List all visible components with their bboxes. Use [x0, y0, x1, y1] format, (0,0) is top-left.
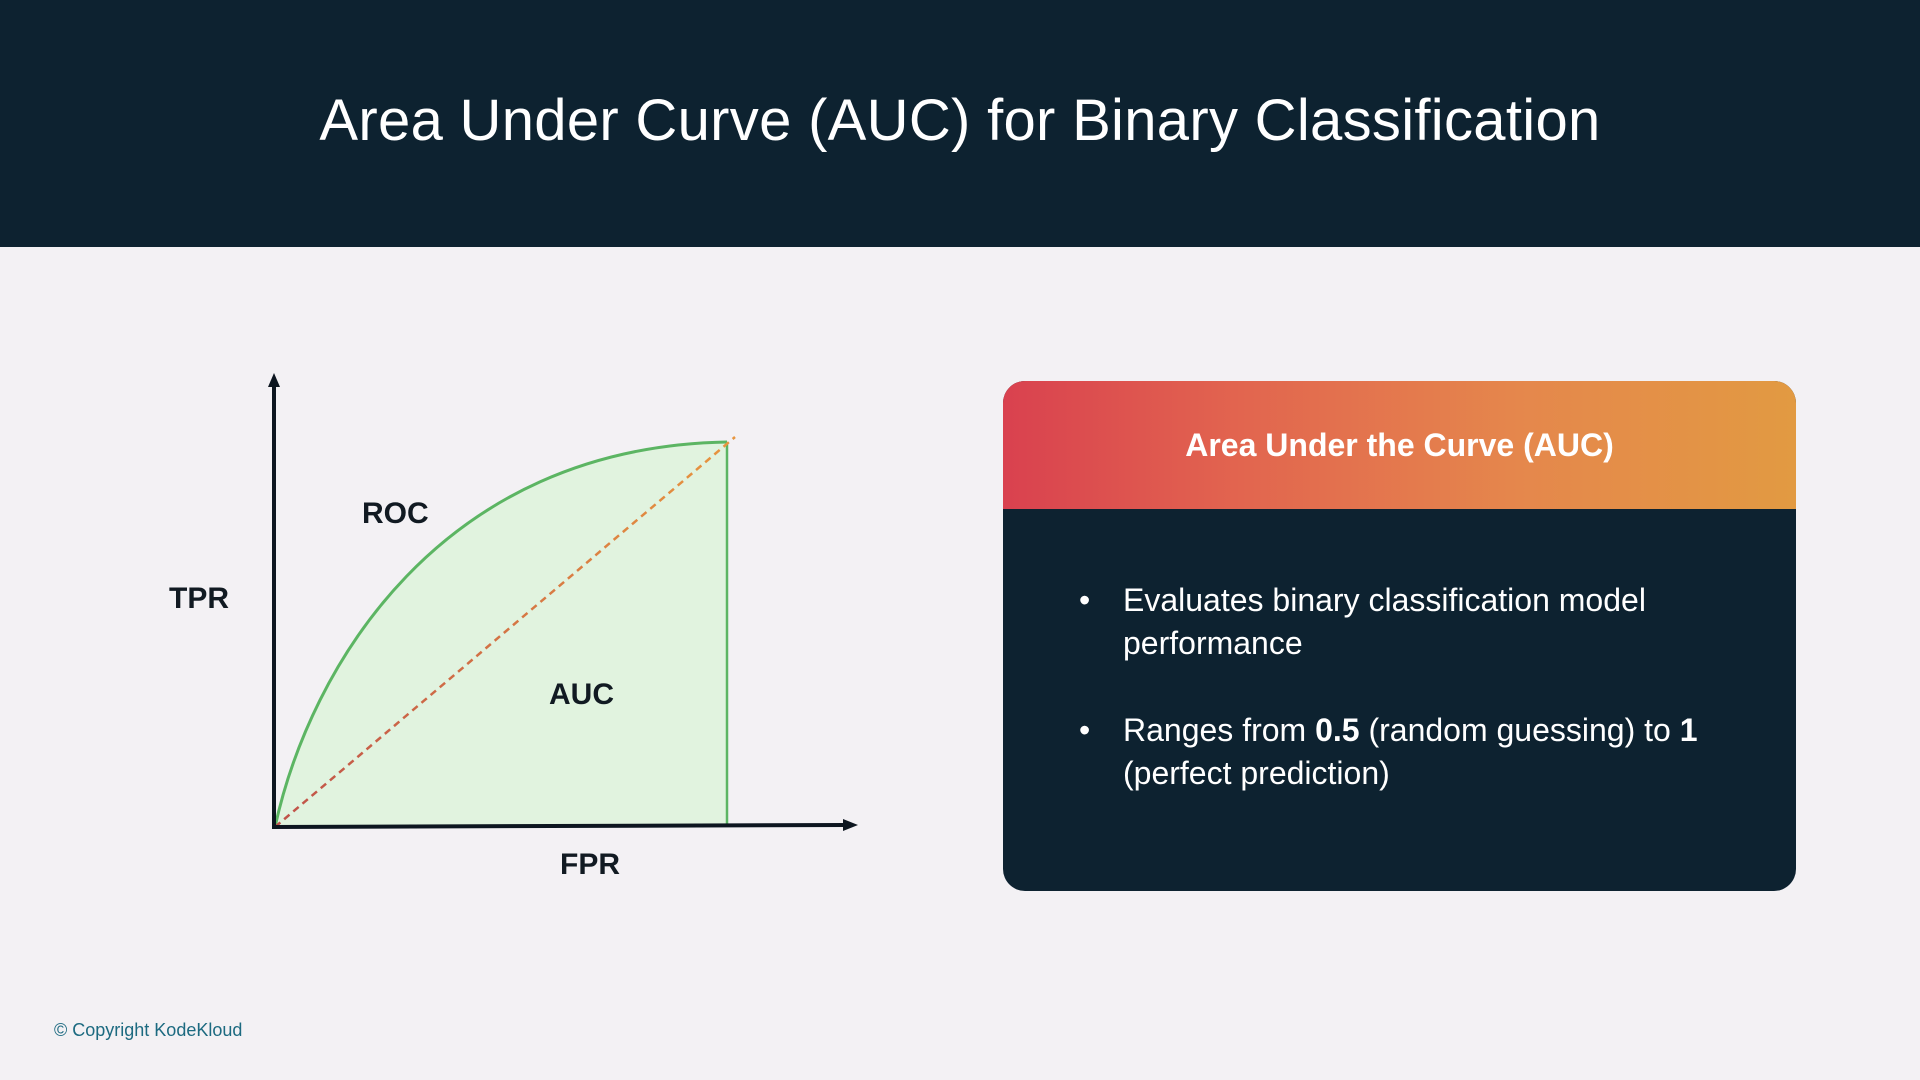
bullet-item: • Evaluates binary classification model … [1063, 579, 1736, 665]
roc-curve [273, 440, 728, 828]
auc-info-card: Area Under the Curve (AUC) • Evaluates b… [1003, 381, 1796, 891]
roc-diagram-graphic [268, 373, 858, 831]
bullet-dot: • [1079, 582, 1091, 618]
card-title: Area Under the Curve (AUC) [1185, 426, 1614, 463]
random-diagonal-line [274, 436, 736, 828]
x-axis-arrowhead [843, 819, 858, 831]
roc-auc-diagram: TPR ROC AUC FPR [0, 247, 960, 947]
bullet-item: • Ranges from 0.5 (random guessing) to 1… [1063, 709, 1736, 795]
bullet-text-segment: (random guessing) to [1359, 712, 1680, 748]
copyright-notice: © Copyright KodeKloud [54, 1020, 243, 1040]
card-header: Area Under the Curve (AUC) [1003, 381, 1796, 509]
x-axis [271, 823, 846, 829]
bullet-text-segment: (perfect prediction) [1123, 755, 1390, 791]
fpr-axis-label: FPR [560, 848, 620, 881]
page-title: Area Under Curve (AUC) for Binary Classi… [319, 88, 1601, 153]
tpr-axis-label: TPR [169, 582, 229, 615]
roc-label: ROC [362, 497, 429, 530]
bullet-dot: • [1079, 712, 1091, 748]
y-axis-arrowhead [268, 373, 280, 387]
bullet-value-min: 0.5 [1315, 712, 1360, 748]
bullet-text: Evaluates binary classification model pe… [1123, 579, 1736, 665]
bullet-text: Ranges from 0.5 (random guessing) to 1 (… [1123, 709, 1736, 795]
title-bar: Area Under Curve (AUC) for Binary Classi… [0, 0, 1920, 247]
bullet-value-max: 1 [1679, 712, 1698, 748]
card-body: • Evaluates binary classification model … [1003, 509, 1796, 795]
auc-label: AUC [549, 678, 614, 711]
bullet-text-segment: Evaluates binary classification model pe… [1123, 582, 1646, 661]
bullet-text-segment: Ranges from [1123, 712, 1316, 748]
